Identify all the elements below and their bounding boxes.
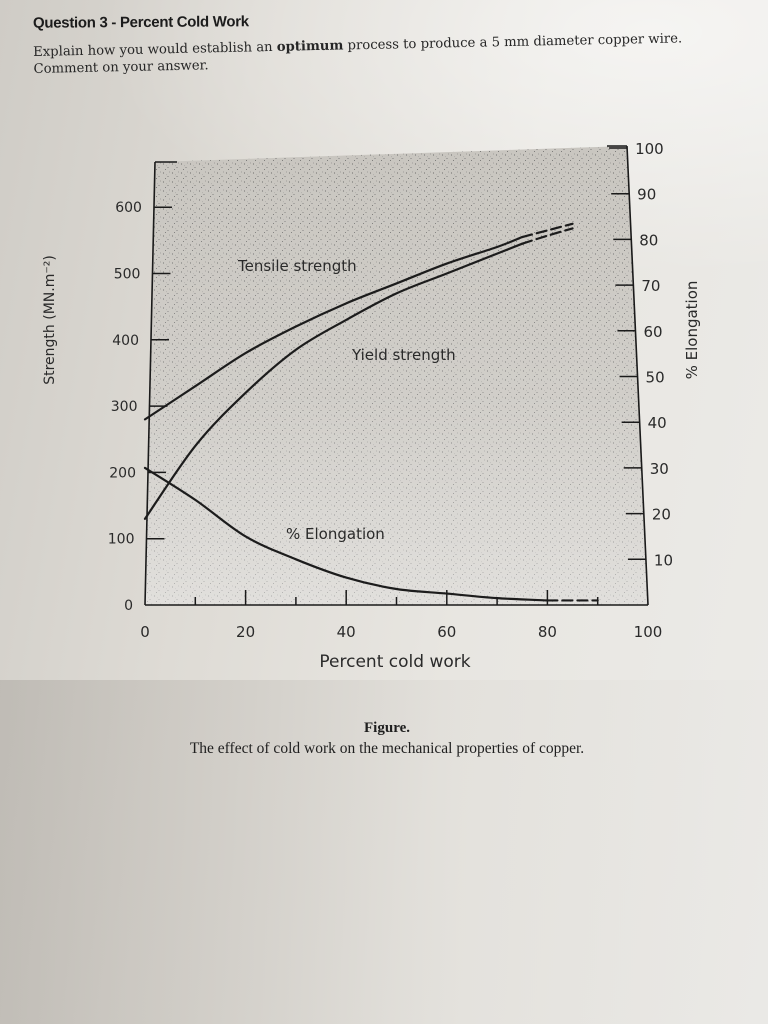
y-tick-label: 200 [109,465,136,481]
curve-annotation: Tensile strength [237,257,357,275]
y-tick-label: 300 [111,399,138,415]
curve-annotation: Yield strength [351,346,456,364]
x-tick-label: 80 [538,623,557,641]
x-axis-title: Percent cold work [319,652,470,672]
x-tick-label: 100 [634,623,663,641]
y2-tick-label: 60 [643,323,662,341]
x-tick-label: 40 [337,623,356,641]
curve-yield-strength-extrapolated [521,227,574,245]
figure-caption-title: Figure. [364,720,410,736]
y-tick-label: 500 [114,267,141,283]
curve-tensile-strength-extrapolated [521,222,574,239]
x-tick-label: 60 [437,623,456,641]
curve-tensile-strength [143,235,524,421]
y-axis-title: Strength (MN.m⁻²) [42,255,58,385]
figure-caption-text: The effect of cold work on the mechanica… [189,740,585,757]
y2-tick-label: 70 [641,277,660,295]
curve-annotation: % Elongation [286,525,385,543]
y2-tick-label: 10 [654,551,673,569]
y2-tick-label: 90 [637,186,656,204]
y2-tick-label: 50 [646,369,665,387]
y2-tick-label: 20 [652,506,671,524]
y-tick-label: 0 [124,598,133,614]
x-tick-label: 0 [140,623,150,641]
y2-axis-title: % Elongation [683,281,701,380]
figure-chart: 0 100 200 300 400 500 600 10 20 30 40 50 60 70 80 90 100… [42,140,701,672]
y2-tick-label: 100 [635,140,664,158]
left-axis [144,161,156,606]
y-tick-label: 400 [112,333,139,349]
right-axis [626,145,649,606]
y-tick-label: 600 [115,200,142,216]
x-tick-label: 20 [236,623,255,641]
chart-svg: 0100200300400500600102030405060708090100… [42,140,701,672]
curve-yield-strength [143,242,524,520]
y2-tick-label: 80 [639,231,658,249]
curve-elongation [143,466,549,602]
y-tick-label: 100 [108,532,135,548]
y2-tick-label: 40 [648,414,667,432]
y2-tick-label: 30 [650,460,669,478]
